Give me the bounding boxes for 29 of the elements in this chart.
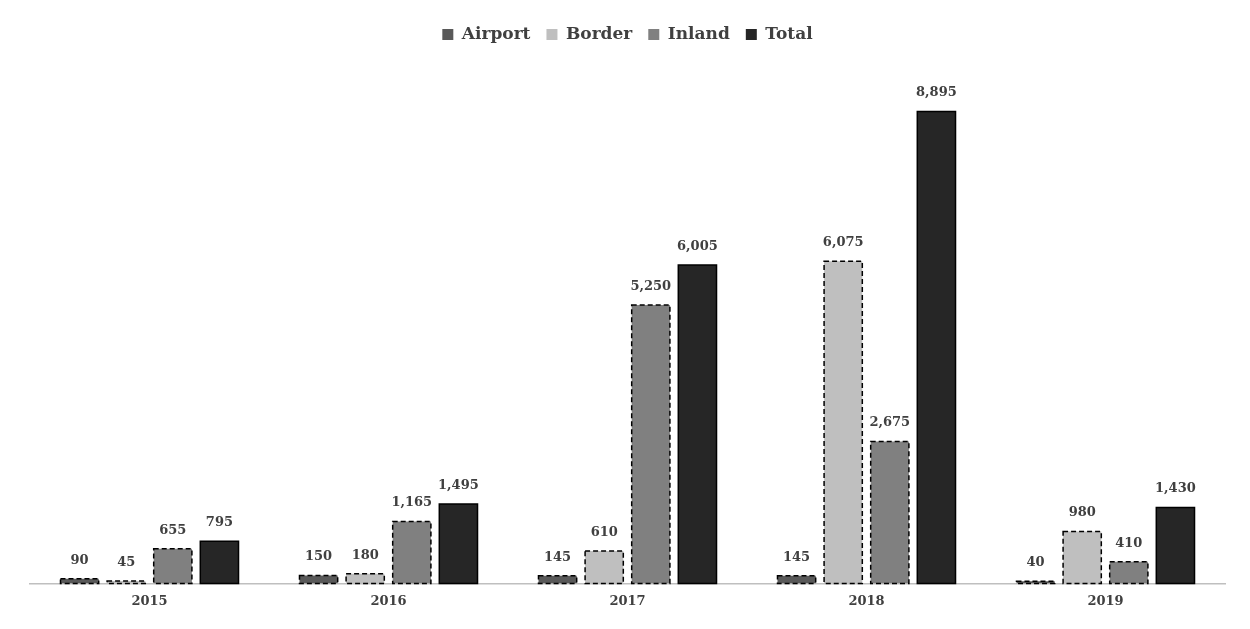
data-label: 410 [1115,534,1143,550]
data-label: 40 [1026,554,1045,570]
data-label: 610 [590,523,618,539]
data-label: 6,075 [822,234,864,250]
data-label: 655 [159,521,187,537]
x-tick-label: 2016 [370,592,407,608]
legend-label: Inland [667,22,730,43]
data-label: 45 [117,553,136,569]
x-tick-label: 2017 [609,592,646,608]
legend-label: Airport [460,22,531,43]
data-label: 90 [70,551,89,567]
legend-label: Border [565,22,634,43]
data-label: 180 [351,546,379,562]
data-label: 1,430 [1155,480,1196,496]
data-label: 6,005 [677,237,718,253]
data-label: 980 [1068,504,1096,520]
x-tick-label: 2019 [1087,592,1124,608]
data-label: 5,250 [630,277,672,293]
data-label: 145 [783,548,811,564]
legend-label: Total [765,22,814,43]
x-tick-label: 2018 [848,592,885,608]
data-label: 1,165 [391,494,433,510]
data-label: 145 [544,548,572,564]
data-label: 1,495 [438,476,479,492]
data-label: 150 [305,548,333,564]
data-label: 795 [205,514,233,530]
data-label: 2,675 [869,414,911,430]
data-label: 8,895 [916,84,957,100]
x-tick-label: 2015 [131,592,168,608]
